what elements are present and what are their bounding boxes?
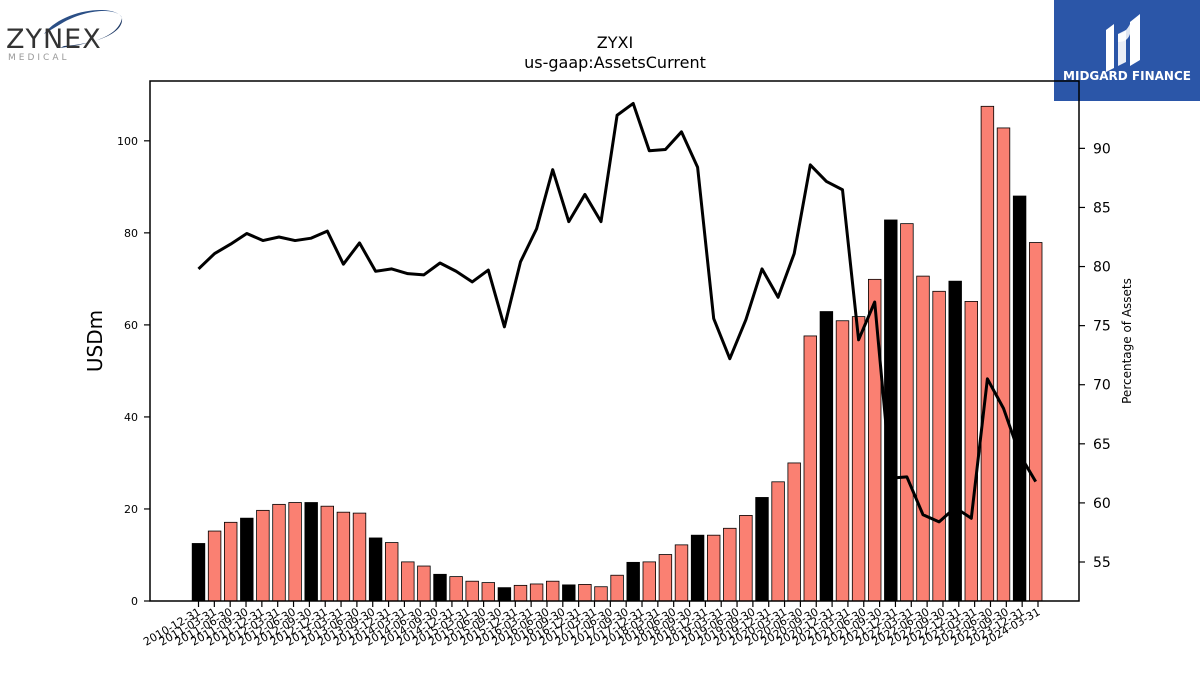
- bar-2016-03-31: [529, 583, 544, 602]
- medical-wordmark: MEDICAL: [8, 53, 70, 63]
- bar-2017-09-30: [626, 561, 640, 602]
- bar-2020-03-31: [787, 462, 801, 602]
- y-tick-label: 0: [131, 595, 138, 608]
- bar-2013-06-30: [352, 512, 367, 602]
- bar-2021-12-31: [900, 223, 914, 602]
- bar-2011-09-30: [240, 517, 254, 602]
- bar-2019-09-30: [755, 497, 769, 602]
- bar-2012-12-31: [320, 505, 335, 602]
- y2-tick-label: 55: [1093, 555, 1111, 571]
- bar-2014-03-31: [401, 561, 415, 602]
- bar-2011-12-31: [256, 509, 270, 602]
- bar-2019-06-30: [739, 515, 753, 602]
- bar-2012-03-31: [272, 503, 286, 602]
- bar-2016-09-30: [562, 584, 576, 602]
- bar-2021-06-30: [868, 278, 882, 602]
- plot-frame: [149, 80, 1080, 602]
- bar-2013-12-31: [384, 542, 399, 602]
- bar-2018-06-30: [674, 544, 689, 602]
- bar-2017-12-31: [642, 561, 657, 602]
- bar-2020-06-30: [803, 335, 818, 602]
- bar-2021-09-30: [884, 219, 898, 602]
- zynex-wordmark: ZYNEX: [6, 24, 102, 55]
- bar-2019-03-31: [723, 527, 737, 602]
- bar-2018-09-30: [690, 534, 705, 602]
- y2-tick-label: 85: [1093, 200, 1111, 216]
- zynex-medical-logo: ZYNEX MEDICAL: [4, 4, 124, 64]
- y-tick-label: 40: [124, 411, 138, 424]
- bar-2011-06-30: [223, 521, 238, 602]
- chart-subtitle: us-gaap:AssetsCurrent: [524, 53, 706, 72]
- bar-2023-09-30: [1012, 195, 1027, 602]
- y-axis-label: USDm: [83, 310, 107, 372]
- bar-2023-03-31: [980, 105, 995, 602]
- chart-title: ZYXI: [597, 33, 633, 52]
- y-tick-label: 60: [124, 319, 138, 332]
- y-tick-label: 80: [124, 227, 138, 240]
- bar-2011-03-31: [207, 530, 222, 602]
- y-tick-label: 100: [117, 135, 138, 148]
- bar-2022-03-31: [916, 275, 930, 602]
- bar-2013-09-30: [368, 537, 383, 602]
- bar-2016-12-31: [578, 584, 592, 602]
- midgard-finance-wordmark: MIDGARD FINANCE: [1063, 69, 1191, 83]
- y2-tick-label: 65: [1093, 437, 1111, 453]
- bar-2013-03-31: [336, 511, 351, 602]
- bar-2014-09-30: [433, 573, 447, 602]
- bar-2020-09-30: [819, 311, 834, 602]
- bar-2023-06-30: [996, 127, 1011, 602]
- bar-2010-12-31: [191, 543, 206, 602]
- bar-2020-12-31: [835, 320, 850, 602]
- y-tick-label: 20: [124, 503, 138, 516]
- bar-2017-03-31: [594, 586, 608, 602]
- bar-2012-06-30: [288, 502, 302, 602]
- midgard-finance-mark: [1106, 14, 1140, 72]
- bar-2015-09-30: [497, 587, 512, 602]
- bar-2021-03-31: [851, 316, 866, 602]
- bar-2022-09-30: [948, 280, 962, 602]
- bar-2016-06-30: [546, 580, 560, 602]
- percentage-of-assets-line: [197, 101, 1037, 524]
- bar-2014-06-30: [417, 565, 431, 602]
- bar-2015-03-31: [465, 580, 479, 602]
- bar-2019-12-31: [771, 481, 785, 602]
- bar-2017-06-30: [610, 574, 624, 602]
- bar-2018-12-31: [707, 534, 721, 602]
- bar-2015-06-30: [481, 582, 496, 602]
- bar-2018-03-31: [658, 554, 673, 602]
- y2-tick-label: 75: [1093, 319, 1111, 335]
- bar-2012-09-30: [304, 502, 318, 602]
- y2-tick-label: 90: [1093, 141, 1111, 157]
- y2-axis-label: Percentage of Assets: [1120, 278, 1134, 404]
- y2-tick-label: 70: [1093, 378, 1111, 394]
- bar-2022-06-30: [932, 290, 946, 602]
- bar-2022-12-31: [964, 301, 979, 602]
- bar-2015-12-31: [513, 584, 528, 602]
- bar-2014-12-31: [449, 576, 463, 602]
- y2-tick-label: 60: [1093, 496, 1111, 512]
- y2-tick-label: 80: [1093, 260, 1111, 276]
- bar-2023-12-31: [1029, 242, 1043, 602]
